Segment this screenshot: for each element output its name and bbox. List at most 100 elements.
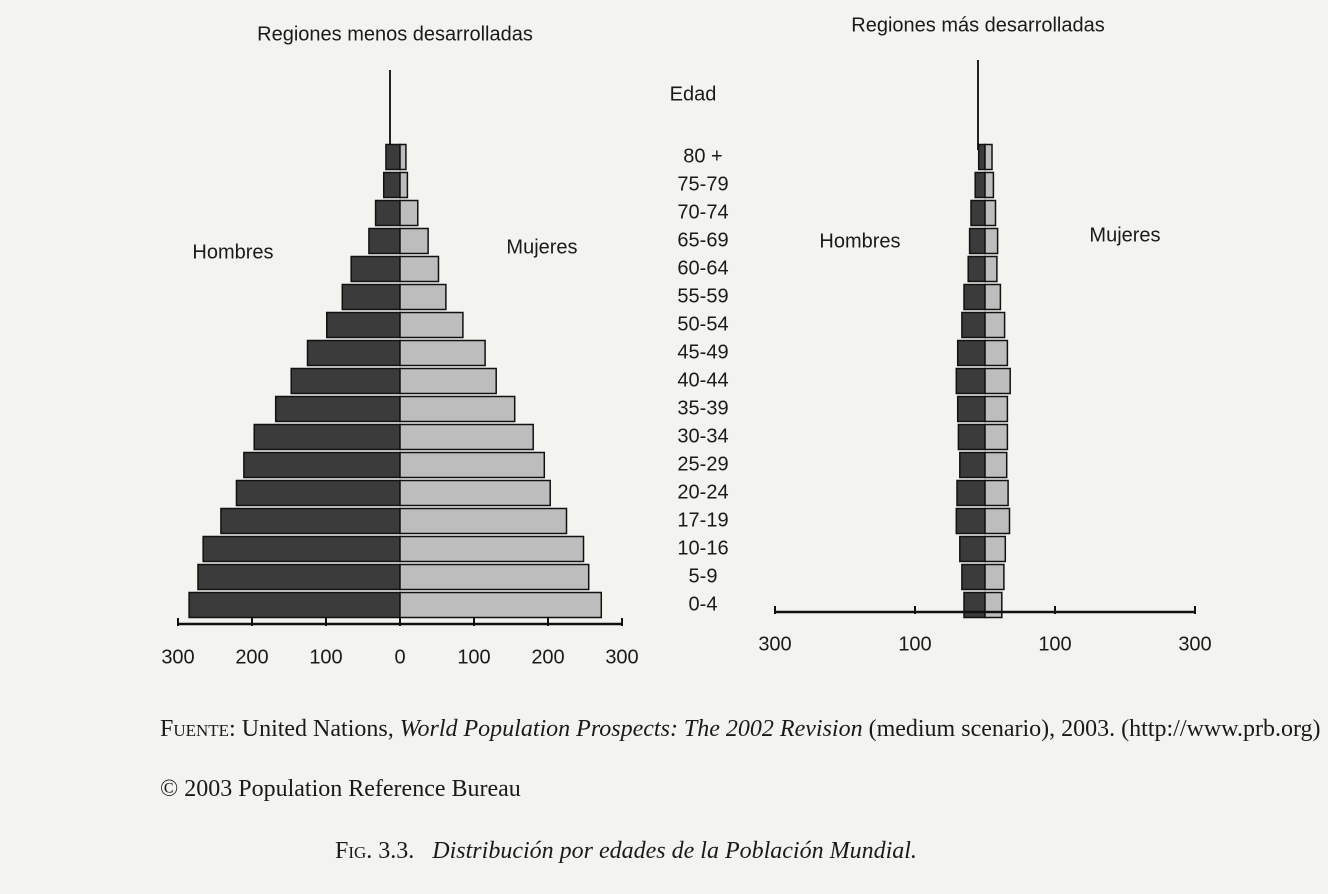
age-label: 70-74 (677, 201, 728, 223)
bar (968, 227, 986, 255)
axis-label: Edad (670, 83, 717, 105)
x-tick-label: 300 (605, 646, 638, 668)
bar (984, 283, 1002, 311)
series-label: Hombres (819, 230, 900, 252)
series-label: Mujeres (1089, 224, 1160, 246)
bar (984, 339, 1009, 367)
bar (984, 479, 1009, 507)
source-label: Fuente: (160, 716, 236, 742)
caption-text: Distribución por edades de la Población … (432, 838, 917, 864)
x-tick-label: 100 (309, 646, 342, 668)
x-tick-label: 100 (898, 633, 931, 655)
age-label: 65-69 (677, 229, 728, 251)
bar (341, 283, 401, 311)
bar (399, 395, 516, 423)
x-tick-label: 200 (235, 646, 268, 668)
bar (956, 395, 986, 423)
bar (202, 535, 401, 563)
bar (382, 171, 401, 199)
age-label: 5-9 (689, 565, 718, 587)
age-label: 40-44 (677, 369, 728, 391)
age-label: 50-54 (677, 313, 728, 335)
source-note: Fuente: United Nations, World Population… (72, 712, 1322, 746)
age-label: 55-59 (677, 285, 728, 307)
x-tick-label: 300 (758, 633, 791, 655)
series-label: Hombres (192, 241, 273, 263)
bar (253, 423, 401, 451)
bar (350, 255, 401, 283)
bar (970, 199, 986, 227)
series-label: Mujeres (506, 236, 577, 258)
x-tick-label: 300 (1178, 633, 1211, 655)
bar (399, 535, 585, 563)
bar (368, 227, 401, 255)
bar (399, 479, 551, 507)
chart-title: Regiones menos desarrolladas (257, 23, 533, 45)
bar (399, 339, 486, 367)
caption-label: Fig. 3.3. (335, 838, 415, 864)
bar (374, 199, 401, 227)
bar (399, 255, 440, 283)
bar (399, 143, 407, 171)
age-label: 80 + (683, 145, 722, 167)
bar (959, 535, 986, 563)
bar (325, 311, 401, 339)
x-tick-label: 300 (161, 646, 194, 668)
bar (399, 199, 419, 227)
bar (399, 311, 464, 339)
source-text: United Nations, (235, 716, 400, 742)
bar (399, 563, 590, 591)
bar (188, 591, 401, 619)
bar (961, 563, 986, 591)
bar (984, 563, 1005, 591)
bar (961, 311, 986, 339)
bar (984, 143, 993, 171)
bar (967, 255, 986, 283)
bar (399, 227, 429, 255)
bar (984, 395, 1009, 423)
bar (984, 591, 1003, 619)
chart-title: Regiones más desarrolladas (851, 14, 1104, 36)
bar (984, 171, 995, 199)
bar (306, 339, 401, 367)
x-tick-label: 200 (531, 646, 564, 668)
bar (399, 283, 447, 311)
age-label: 30-34 (677, 425, 728, 447)
bar (956, 479, 986, 507)
bar (984, 451, 1008, 479)
bar (399, 171, 409, 199)
bar (959, 451, 986, 479)
x-tick-label: 100 (1038, 633, 1071, 655)
bar (399, 507, 568, 535)
bar (963, 283, 986, 311)
bar (984, 367, 1011, 395)
age-label: 10-16 (677, 537, 728, 559)
bar (957, 423, 986, 451)
bar (399, 367, 497, 395)
bar (984, 423, 1009, 451)
bar (399, 451, 546, 479)
caption: Fig. 3.3. Distribución por edades de la … (335, 838, 917, 865)
age-label: 60-64 (677, 257, 728, 279)
bar (955, 507, 986, 535)
bar (197, 563, 401, 591)
age-label: 75-79 (677, 173, 728, 195)
age-label: 45-49 (677, 341, 728, 363)
bar (955, 367, 986, 395)
bar (243, 451, 401, 479)
bar (963, 591, 986, 619)
source-text: (medium scenario), 2003. (http://www.prb… (862, 716, 1321, 742)
bar (974, 171, 986, 199)
age-label: 20-24 (677, 481, 728, 503)
bar (220, 507, 401, 535)
bar (399, 591, 603, 619)
age-label: 25-29 (677, 453, 728, 475)
source-title: World Population Prospects: The 2002 Rev… (399, 716, 863, 742)
bar (984, 199, 997, 227)
bar (984, 255, 998, 283)
bar (274, 395, 401, 423)
x-tick-label: 100 (457, 646, 490, 668)
x-tick-label: 0 (394, 646, 405, 668)
bar (984, 311, 1006, 339)
